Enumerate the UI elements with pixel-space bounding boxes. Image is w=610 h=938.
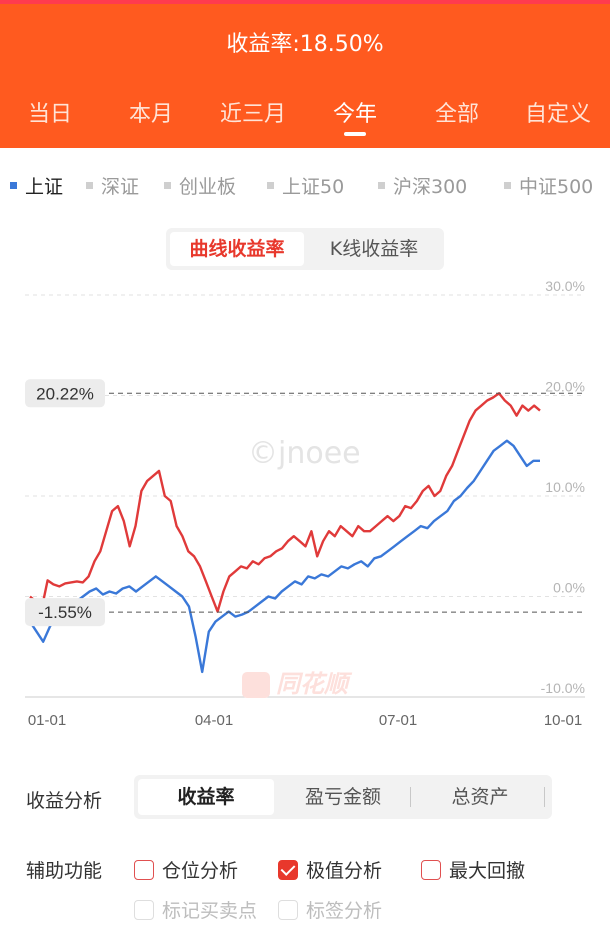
series-dot-icon [86,182,93,189]
y-tick-label: -10.0% [541,680,585,696]
divider [544,787,545,807]
watermark: ©jnoee [248,436,361,471]
tab-custom[interactable]: 自定义 [524,102,591,127]
extreme-value-checkbox[interactable]: 极值分析 [278,856,382,883]
chart-type-toggle: 曲线收益率 K线收益率 [166,228,444,270]
top-accent-bar [0,0,610,4]
checkbox-icon [134,859,154,880]
position-analysis-checkbox[interactable]: 仓位分析 [134,856,238,883]
x-tick-label: 10-01 [544,712,582,729]
period-tabs: 当日 本月 近三月 今年 全部 自定义 [0,96,610,132]
tab-today[interactable]: 当日 [27,102,72,127]
y-tick-label: 10.0% [545,479,585,495]
index-return-line [28,439,540,674]
index-selector: 上证 深证 创业板 上证50 沪深300 中证500 [0,172,610,200]
min-value-label-bg [25,598,105,627]
x-tick-label: 04-01 [195,712,233,729]
tab-this-year[interactable]: 今年 [332,102,377,127]
y-tick-label: 30.0% [545,278,585,294]
tab-this-month[interactable]: 本月 [128,102,173,127]
return-chart: 30.0% 20.0% 10.0% 0.0% -10.0% 01-01 04-01 07-01… [25,278,585,729]
tab-all[interactable]: 全部 [434,102,479,127]
index-tab-shanghai[interactable]: 上证 [10,172,63,199]
portfolio-return-line [29,392,541,613]
analysis-tabs: 收益率 盈亏金额 总资产 [134,775,552,819]
header [0,4,610,148]
aux-label: 辅助功能 [26,860,103,882]
kline-return-button[interactable]: K线收益率 [329,238,419,260]
series-dot-icon [10,182,17,189]
active-tab-underline [344,132,366,136]
y-tick-label: 0.0% [553,580,585,596]
tag-analysis-checkbox[interactable]: 标签分析 [278,896,382,923]
index-tab-shenzhen[interactable]: 深证 [86,172,139,199]
checkbox-icon [134,899,154,920]
y-tick-label: 20.0% [545,379,585,395]
max-value-label: 20.22% [36,384,94,403]
analysis-label: 收益分析 [26,790,103,812]
tab-last-three-months[interactable]: 近三月 [219,102,286,127]
divider [410,787,411,807]
analysis-tab-return-rate[interactable]: 收益率 [138,779,274,815]
mark-trades-checkbox[interactable]: 标记买卖点 [134,896,257,923]
checkbox-icon [421,859,441,880]
x-tick-label: 01-01 [28,712,66,729]
analysis-tab-total-assets[interactable]: 总资产 [451,786,509,808]
analysis-tab-pnl-amount[interactable]: 盈亏金额 [304,786,381,808]
checkbox-icon [278,899,298,920]
x-tick-label: 07-01 [379,712,417,729]
checkbox-checked-icon [278,859,298,880]
max-drawdown-checkbox[interactable]: 最大回撤 [421,856,525,883]
return-rate-title: 收益率:18.50% [226,32,384,57]
series-dot-icon [378,182,385,189]
series-dot-icon [164,182,171,189]
logo-icon [242,672,270,698]
brand-logo: 同花顺 [242,664,348,699]
series-dot-icon [504,182,511,189]
index-tab-sse50[interactable]: 上证50 [267,172,344,199]
index-tab-chinext[interactable]: 创业板 [164,172,236,199]
series-dot-icon [267,182,274,189]
index-tab-csi300[interactable]: 沪深300 [378,172,467,199]
curve-return-button[interactable]: 曲线收益率 [170,232,304,266]
max-value-label-bg [25,379,105,408]
index-tab-csi500[interactable]: 中证500 [504,172,593,199]
min-value-label: -1.55% [38,603,92,622]
